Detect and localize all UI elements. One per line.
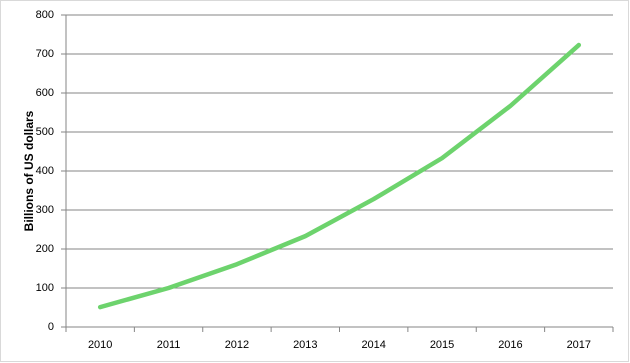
y-tick-label: 100 — [36, 282, 54, 294]
data-line — [97, 42, 582, 310]
y-tick-label: 200 — [36, 243, 54, 255]
x-tick-label: 2011 — [157, 339, 181, 351]
y-tick-label: 600 — [36, 87, 54, 99]
y-axis-label: Billions of US dollars — [22, 110, 36, 231]
y-tick-label: 300 — [36, 204, 54, 216]
x-tick-label: 2016 — [498, 339, 522, 351]
y-tick-label: 400 — [36, 165, 54, 177]
x-tick-label: 2012 — [225, 339, 249, 351]
y-tick-label: 700 — [36, 48, 54, 60]
x-tick-label: 2017 — [567, 339, 591, 351]
y-tick-label: 0 — [48, 321, 54, 333]
y-tick-label: 500 — [36, 126, 54, 138]
x-tick-label: 2013 — [293, 339, 317, 351]
x-tick-label: 2014 — [361, 339, 385, 351]
y-tick-label: 800 — [36, 9, 54, 21]
x-tick-label: 2010 — [88, 339, 112, 351]
x-tick-label: 2015 — [430, 339, 454, 351]
